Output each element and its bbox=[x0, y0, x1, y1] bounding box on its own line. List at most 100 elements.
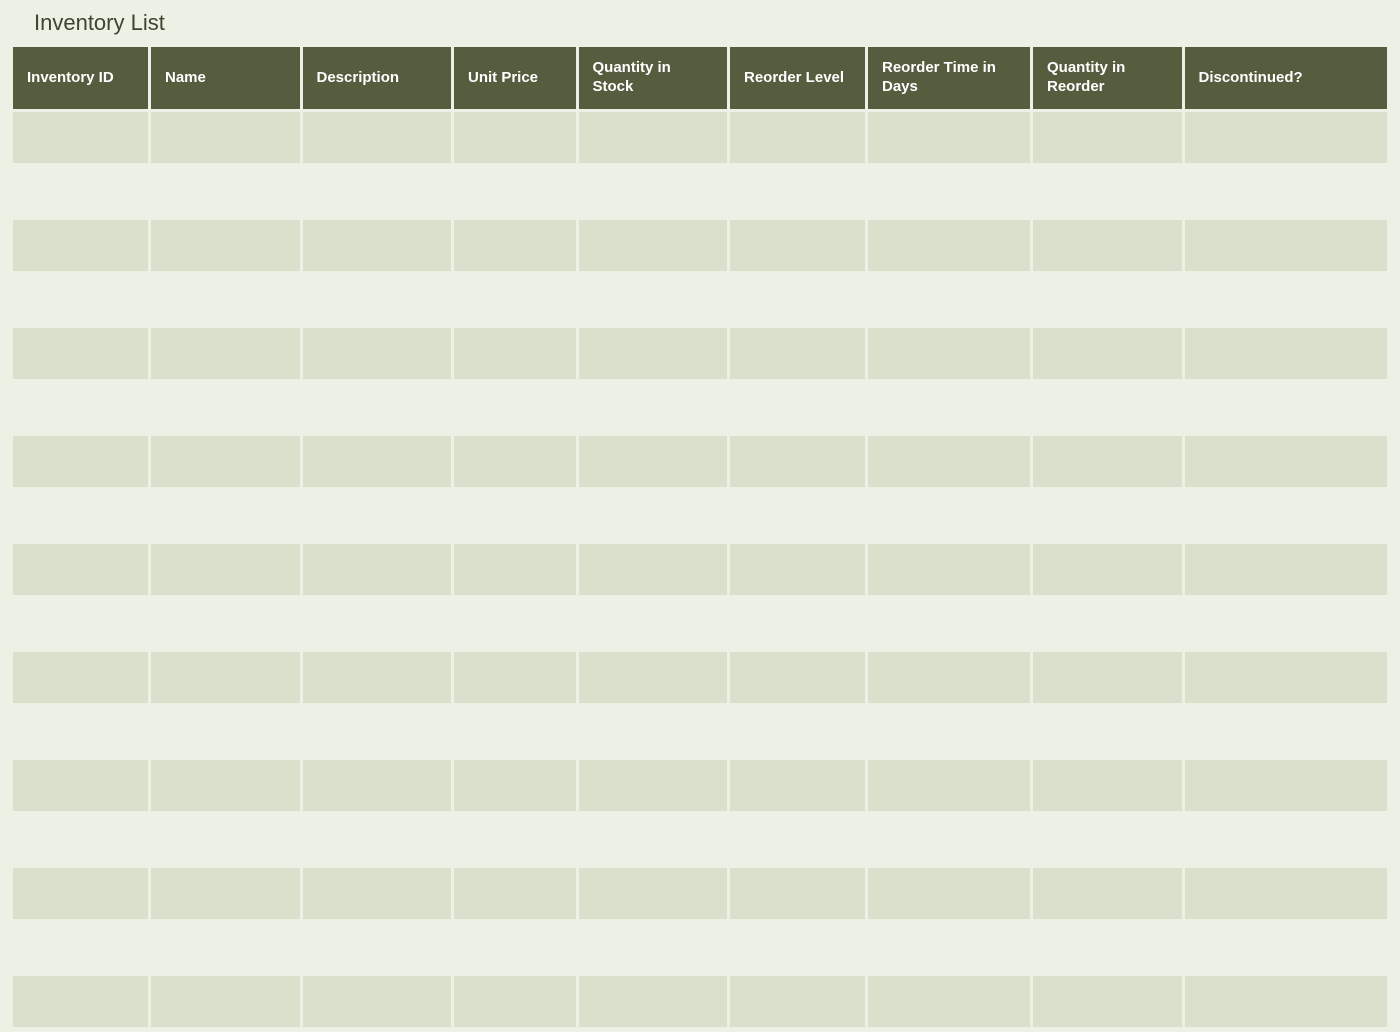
table-cell[interactable] bbox=[151, 706, 300, 757]
table-cell[interactable] bbox=[151, 490, 300, 541]
table-cell[interactable] bbox=[730, 490, 865, 541]
table-cell[interactable] bbox=[730, 436, 865, 487]
table-cell[interactable] bbox=[151, 112, 300, 163]
table-cell[interactable] bbox=[454, 868, 576, 919]
table-cell[interactable] bbox=[13, 436, 148, 487]
table-cell[interactable] bbox=[579, 706, 728, 757]
table-cell[interactable] bbox=[579, 328, 728, 379]
table-cell[interactable] bbox=[1033, 760, 1182, 811]
table-cell[interactable] bbox=[868, 868, 1030, 919]
table-cell[interactable] bbox=[13, 328, 148, 379]
table-cell[interactable] bbox=[303, 706, 452, 757]
table-cell[interactable] bbox=[1185, 274, 1388, 325]
table-cell[interactable] bbox=[730, 220, 865, 271]
table-cell[interactable] bbox=[1033, 976, 1182, 1027]
table-cell[interactable] bbox=[1185, 706, 1388, 757]
table-cell[interactable] bbox=[579, 652, 728, 703]
table-cell[interactable] bbox=[454, 328, 576, 379]
table-cell[interactable] bbox=[868, 490, 1030, 541]
table-cell[interactable] bbox=[454, 112, 576, 163]
table-cell[interactable] bbox=[868, 220, 1030, 271]
table-cell[interactable] bbox=[13, 922, 148, 973]
table-cell[interactable] bbox=[868, 976, 1030, 1027]
table-cell[interactable] bbox=[579, 868, 728, 919]
table-cell[interactable] bbox=[579, 922, 728, 973]
table-cell[interactable] bbox=[454, 652, 576, 703]
table-cell[interactable] bbox=[579, 112, 728, 163]
table-cell[interactable] bbox=[868, 706, 1030, 757]
table-cell[interactable] bbox=[730, 598, 865, 649]
table-cell[interactable] bbox=[1185, 490, 1388, 541]
table-cell[interactable] bbox=[579, 436, 728, 487]
table-cell[interactable] bbox=[303, 166, 452, 217]
table-cell[interactable] bbox=[13, 112, 148, 163]
table-cell[interactable] bbox=[1033, 166, 1182, 217]
table-cell[interactable] bbox=[579, 490, 728, 541]
table-cell[interactable] bbox=[13, 760, 148, 811]
table-cell[interactable] bbox=[303, 922, 452, 973]
table-cell[interactable] bbox=[303, 598, 452, 649]
table-cell[interactable] bbox=[1033, 814, 1182, 865]
table-cell[interactable] bbox=[1185, 598, 1388, 649]
table-cell[interactable] bbox=[1033, 652, 1182, 703]
table-cell[interactable] bbox=[1185, 868, 1388, 919]
table-cell[interactable] bbox=[1033, 706, 1182, 757]
table-cell[interactable] bbox=[454, 598, 576, 649]
table-cell[interactable] bbox=[1033, 328, 1182, 379]
table-cell[interactable] bbox=[454, 976, 576, 1027]
table-cell[interactable] bbox=[151, 814, 300, 865]
table-cell[interactable] bbox=[13, 868, 148, 919]
table-cell[interactable] bbox=[730, 976, 865, 1027]
table-cell[interactable] bbox=[13, 814, 148, 865]
table-cell[interactable] bbox=[151, 868, 300, 919]
table-cell[interactable] bbox=[151, 274, 300, 325]
table-cell[interactable] bbox=[151, 598, 300, 649]
table-cell[interactable] bbox=[868, 274, 1030, 325]
table-cell[interactable] bbox=[13, 652, 148, 703]
table-cell[interactable] bbox=[868, 166, 1030, 217]
table-cell[interactable] bbox=[454, 490, 576, 541]
table-cell[interactable] bbox=[1185, 436, 1388, 487]
table-cell[interactable] bbox=[730, 166, 865, 217]
table-cell[interactable] bbox=[303, 436, 452, 487]
table-cell[interactable] bbox=[730, 652, 865, 703]
table-cell[interactable] bbox=[579, 274, 728, 325]
table-cell[interactable] bbox=[1033, 112, 1182, 163]
table-cell[interactable] bbox=[303, 274, 452, 325]
table-cell[interactable] bbox=[151, 922, 300, 973]
table-cell[interactable] bbox=[868, 922, 1030, 973]
table-cell[interactable] bbox=[1033, 868, 1182, 919]
table-cell[interactable] bbox=[730, 112, 865, 163]
table-cell[interactable] bbox=[730, 274, 865, 325]
table-cell[interactable] bbox=[454, 814, 576, 865]
table-cell[interactable] bbox=[1185, 652, 1388, 703]
table-cell[interactable] bbox=[1185, 220, 1388, 271]
table-cell[interactable] bbox=[13, 976, 148, 1027]
table-cell[interactable] bbox=[13, 274, 148, 325]
table-cell[interactable] bbox=[13, 598, 148, 649]
table-cell[interactable] bbox=[13, 544, 148, 595]
table-cell[interactable] bbox=[579, 382, 728, 433]
table-cell[interactable] bbox=[303, 868, 452, 919]
table-cell[interactable] bbox=[868, 814, 1030, 865]
table-cell[interactable] bbox=[868, 382, 1030, 433]
table-cell[interactable] bbox=[151, 652, 300, 703]
table-cell[interactable] bbox=[13, 706, 148, 757]
table-cell[interactable] bbox=[868, 112, 1030, 163]
table-cell[interactable] bbox=[730, 706, 865, 757]
table-cell[interactable] bbox=[868, 328, 1030, 379]
table-cell[interactable] bbox=[730, 868, 865, 919]
table-cell[interactable] bbox=[454, 166, 576, 217]
table-cell[interactable] bbox=[303, 328, 452, 379]
table-cell[interactable] bbox=[868, 760, 1030, 811]
table-cell[interactable] bbox=[13, 166, 148, 217]
table-cell[interactable] bbox=[730, 922, 865, 973]
table-cell[interactable] bbox=[303, 544, 452, 595]
table-cell[interactable] bbox=[1185, 382, 1388, 433]
table-cell[interactable] bbox=[151, 166, 300, 217]
table-cell[interactable] bbox=[303, 814, 452, 865]
table-cell[interactable] bbox=[730, 544, 865, 595]
table-cell[interactable] bbox=[1185, 112, 1388, 163]
table-cell[interactable] bbox=[151, 544, 300, 595]
table-cell[interactable] bbox=[730, 814, 865, 865]
